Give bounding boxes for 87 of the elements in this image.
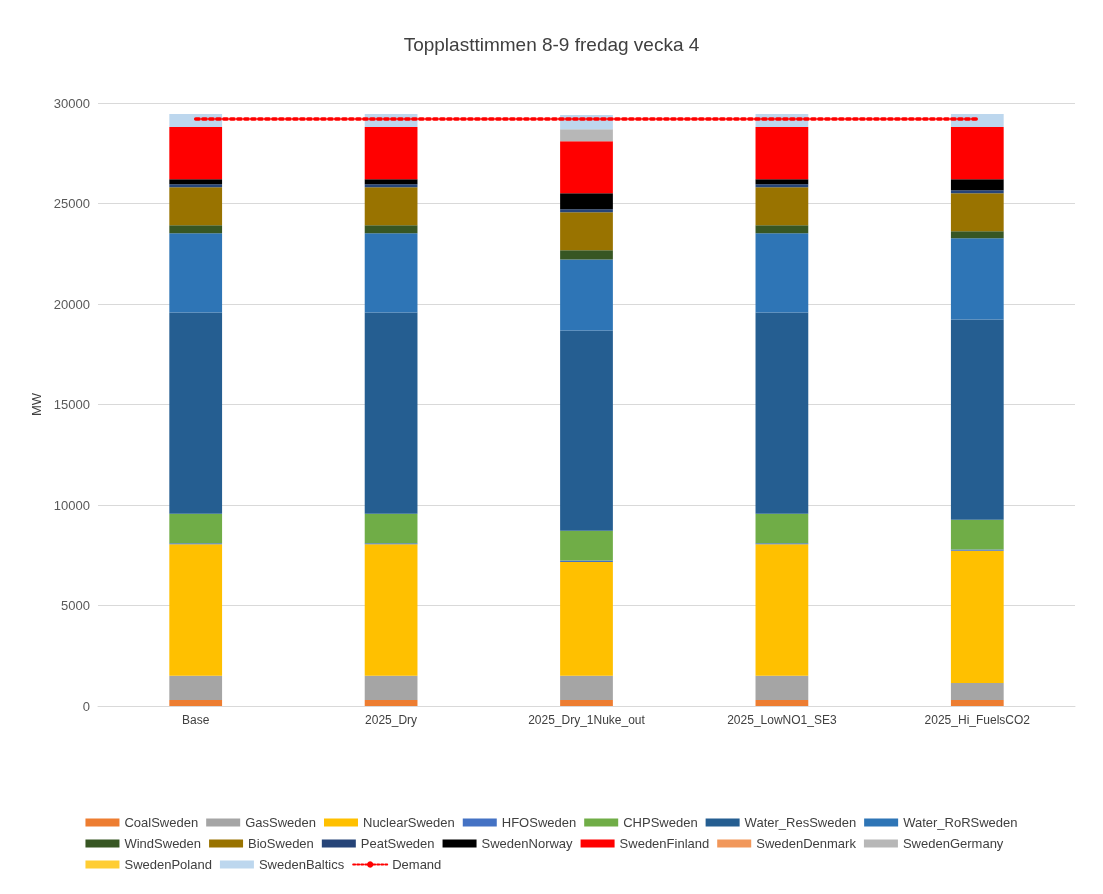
y-tick-label: 0 — [82, 698, 90, 714]
bar — [950, 193, 1004, 232]
legend-label: SwedenDenmark — [756, 836, 857, 851]
bar — [364, 233, 418, 313]
bar — [560, 250, 613, 260]
bar — [755, 312, 809, 514]
bar — [950, 550, 1004, 683]
bar — [560, 675, 613, 700]
legend-label: SwedenPoland — [124, 857, 212, 872]
legend-label: HFOSweden — [501, 815, 577, 830]
bar — [560, 129, 613, 142]
y-tick-label: 15000 — [53, 397, 90, 412]
x-tick-label: 2025_Dry_1Nuke_out — [528, 713, 646, 727]
bar — [755, 233, 809, 313]
legend-label: Demand — [392, 857, 442, 872]
bar — [950, 519, 1004, 550]
bar — [755, 127, 809, 180]
bar — [364, 179, 418, 185]
bar — [169, 312, 223, 514]
bar — [560, 259, 613, 331]
bar — [560, 209, 613, 213]
bar — [364, 675, 418, 700]
bar — [755, 184, 809, 188]
bar — [950, 179, 1004, 191]
legend-label: CoalSweden — [124, 815, 199, 830]
legend-label: SwedenNorway — [481, 836, 574, 851]
bar — [169, 179, 223, 185]
legend-label: CHPSweden — [623, 815, 698, 830]
y-tick-label: 5000 — [61, 598, 90, 613]
bar — [364, 184, 418, 188]
legend-label: Water_ResSweden — [744, 815, 857, 830]
bar — [755, 699, 809, 706]
y-tick-label: 30000 — [53, 95, 90, 111]
legend-label: GasSweden — [245, 815, 317, 830]
bar — [169, 513, 223, 544]
bar — [950, 127, 1004, 180]
bar — [169, 187, 223, 226]
bar — [169, 184, 223, 188]
bar — [950, 238, 1004, 320]
x-tick-label: 2025_LowNO1_SE3 — [727, 713, 837, 727]
bar — [560, 561, 613, 676]
bar — [169, 127, 223, 180]
bar — [755, 513, 809, 544]
y-tick-label: 20000 — [53, 296, 90, 312]
x-tick-label: 2025_Hi_FuelsCO2 — [924, 713, 1031, 727]
x-tick-label: Base — [182, 713, 210, 727]
legend-label: PeatSweden — [360, 836, 435, 851]
legend-label: WindSweden — [124, 836, 202, 851]
bar — [950, 319, 1004, 520]
legend-label: BioSweden — [248, 836, 314, 851]
bar — [169, 699, 223, 706]
bar — [560, 141, 613, 194]
bar — [950, 699, 1004, 706]
bar — [169, 544, 223, 676]
bar — [364, 513, 418, 544]
y-tick-label: 25000 — [53, 196, 90, 211]
bar — [755, 179, 809, 185]
bar — [364, 225, 418, 234]
bar — [364, 544, 418, 676]
bar — [755, 675, 809, 700]
y-tick-label: 10000 — [53, 497, 90, 513]
bar — [364, 127, 418, 180]
bar — [560, 699, 613, 706]
bar — [169, 233, 223, 313]
bar — [364, 699, 418, 706]
bar — [755, 187, 809, 226]
bar — [560, 330, 613, 531]
bar — [950, 190, 1004, 194]
legend-label: SwedenGermany — [902, 836, 1004, 851]
bar — [560, 212, 613, 251]
legend-label: NuclearSweden — [363, 815, 455, 830]
bar — [755, 225, 809, 234]
x-tick-label: 2025_Dry — [365, 713, 418, 727]
bar — [169, 675, 223, 700]
legend-label: Water_RoRSweden — [903, 815, 1018, 830]
bar — [950, 682, 1004, 700]
bar — [169, 225, 223, 234]
bar — [364, 187, 418, 226]
bar — [755, 544, 809, 676]
bar — [560, 530, 613, 561]
bar — [560, 193, 613, 210]
bar — [950, 231, 1004, 239]
y-axis-title: MW — [28, 392, 44, 417]
chart-title: Topplasttimmen 8-9 fredag vecka 4 — [403, 34, 700, 55]
bar — [364, 312, 418, 514]
legend-label: SwedenFinland — [619, 836, 710, 851]
legend-label: SwedenBaltics — [258, 857, 345, 872]
